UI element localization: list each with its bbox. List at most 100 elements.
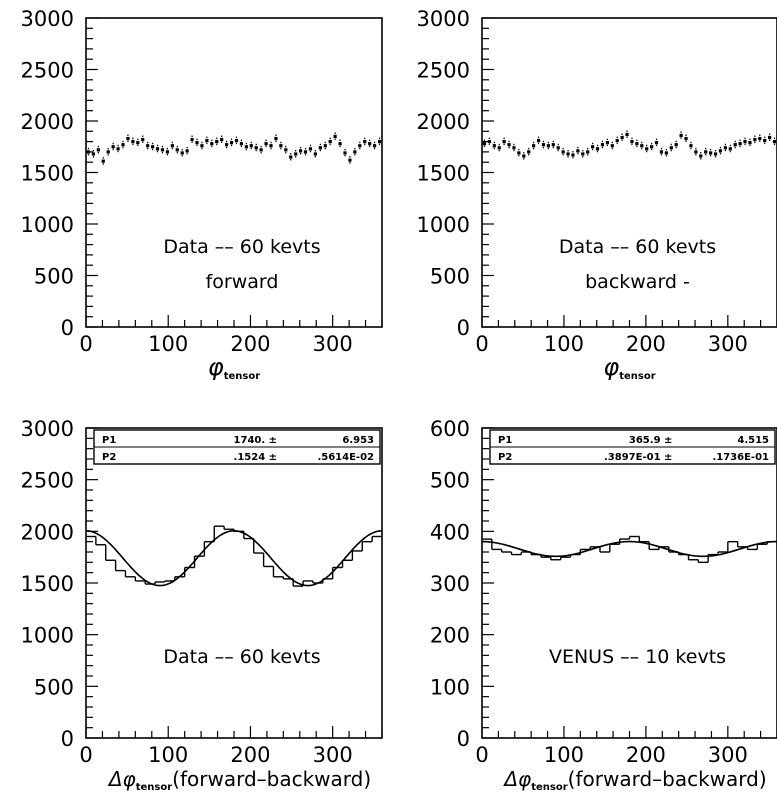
data-point-marker bbox=[502, 140, 506, 144]
annotation-text: backward - bbox=[585, 271, 690, 293]
data-point bbox=[502, 137, 506, 146]
data-point-marker bbox=[368, 142, 372, 146]
data-point bbox=[86, 147, 91, 156]
data-point bbox=[748, 138, 752, 147]
data-point-marker bbox=[522, 154, 526, 158]
data-point-marker bbox=[225, 143, 229, 147]
data-point-marker bbox=[185, 149, 189, 153]
y-tick-label: 3000 bbox=[417, 7, 470, 31]
data-point bbox=[615, 136, 619, 145]
data-point bbox=[136, 138, 140, 147]
annotation-text: forward bbox=[206, 271, 279, 293]
data-point bbox=[195, 138, 199, 147]
y-tick-label: 0 bbox=[61, 316, 74, 340]
data-point-marker bbox=[625, 132, 629, 136]
data-point bbox=[497, 143, 501, 152]
plot-frame bbox=[481, 427, 777, 739]
data-point bbox=[709, 148, 713, 157]
data-point-marker bbox=[116, 147, 120, 151]
data-point-marker bbox=[635, 142, 639, 146]
data-point bbox=[536, 136, 541, 145]
data-point bbox=[669, 143, 673, 152]
data-point bbox=[654, 138, 659, 147]
data-point-marker bbox=[561, 150, 565, 154]
data-point bbox=[566, 149, 570, 158]
y-tick-label: 500 bbox=[430, 469, 470, 493]
data-point-marker bbox=[373, 144, 377, 148]
y-tick-label: 200 bbox=[430, 624, 470, 648]
data-point bbox=[264, 139, 268, 148]
data-point-marker bbox=[101, 159, 105, 163]
data-point bbox=[517, 148, 521, 157]
data-point-marker bbox=[581, 152, 585, 156]
x-tick-label: 0 bbox=[475, 332, 488, 356]
data-point-marker bbox=[160, 148, 165, 152]
data-point bbox=[205, 136, 209, 145]
data-point-marker bbox=[289, 155, 293, 159]
data-point-marker bbox=[308, 147, 313, 151]
x-axis-title: Δφtensor(forward–backward) bbox=[502, 767, 766, 793]
data-point-marker bbox=[229, 141, 234, 145]
annotation-text: Data –– 60 kevts bbox=[163, 236, 320, 258]
y-tick-label: 300 bbox=[430, 572, 470, 596]
y-tick-label: 1000 bbox=[21, 213, 74, 237]
data-point bbox=[294, 149, 298, 158]
data-point-marker bbox=[541, 143, 546, 147]
data-point-marker bbox=[664, 151, 668, 155]
data-point bbox=[91, 149, 95, 158]
data-point bbox=[249, 141, 253, 150]
data-point bbox=[591, 142, 595, 151]
data-point-marker bbox=[654, 141, 659, 145]
data-point bbox=[645, 144, 649, 153]
y-tick-label: 600 bbox=[430, 417, 470, 441]
data-point bbox=[743, 137, 747, 146]
data-point-marker bbox=[106, 150, 110, 154]
data-point-marker bbox=[131, 140, 135, 144]
data-point bbox=[343, 148, 347, 157]
x-axis-title: φtensor bbox=[603, 353, 655, 382]
data-point-marker bbox=[244, 145, 248, 149]
data-point bbox=[373, 141, 377, 150]
stats-param-value: 1740. ± bbox=[234, 435, 278, 446]
data-point-marker bbox=[743, 140, 747, 144]
data-point bbox=[303, 147, 308, 156]
data-point-marker bbox=[709, 151, 713, 155]
data-point-marker bbox=[566, 152, 570, 156]
data-point bbox=[718, 146, 723, 155]
data-point-marker bbox=[348, 158, 352, 162]
x-tick-label: 200 bbox=[626, 332, 666, 356]
data-point bbox=[600, 140, 605, 149]
data-point bbox=[289, 153, 293, 162]
data-point-marker bbox=[684, 136, 688, 141]
x-tick-label: 100 bbox=[148, 743, 188, 767]
data-point-marker bbox=[669, 146, 673, 150]
y-tick-label: 0 bbox=[61, 727, 74, 751]
data-point bbox=[96, 145, 100, 154]
x-tick-label: 300 bbox=[708, 743, 748, 767]
data-point-marker bbox=[146, 144, 150, 148]
x-tick-label: 200 bbox=[626, 743, 666, 767]
data-point-marker bbox=[758, 136, 762, 141]
data-point bbox=[318, 143, 322, 152]
x-tick-label: 200 bbox=[230, 332, 270, 356]
data-point bbox=[635, 139, 639, 148]
data-point bbox=[155, 144, 160, 153]
y-tick-label: 500 bbox=[34, 265, 74, 289]
data-point-marker bbox=[713, 152, 718, 156]
x-tick-label: 0 bbox=[79, 743, 92, 767]
data-point-marker bbox=[674, 143, 678, 147]
data-point-marker bbox=[323, 144, 327, 148]
data-point-marker bbox=[200, 144, 204, 148]
data-point bbox=[620, 133, 624, 142]
annotation-text: Data –– 60 kevts bbox=[559, 236, 716, 258]
data-point bbox=[353, 147, 357, 156]
data-point bbox=[492, 141, 496, 150]
data-point bbox=[763, 136, 767, 145]
data-point-marker bbox=[269, 144, 273, 148]
stats-param-value: 365.9 ± bbox=[629, 435, 673, 446]
data-point bbox=[141, 135, 145, 144]
data-point bbox=[551, 140, 555, 149]
data-point bbox=[576, 146, 580, 155]
